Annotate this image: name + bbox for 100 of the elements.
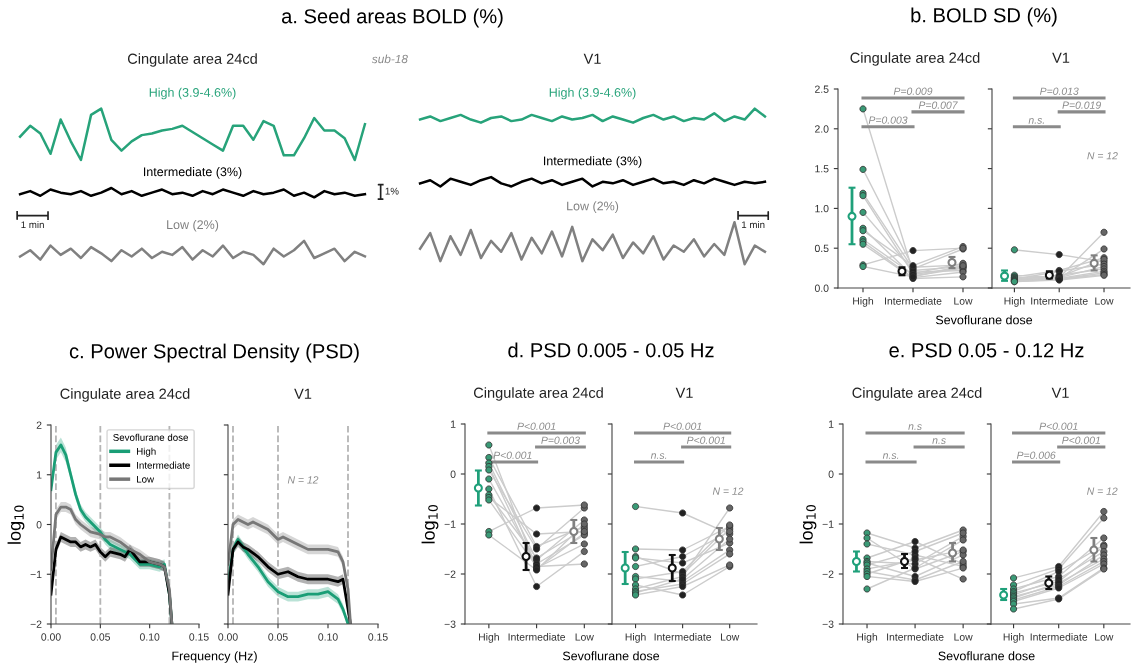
legend-label: Low bbox=[137, 475, 155, 483]
annotation: P<0.001 bbox=[517, 422, 556, 430]
annotation: P=0.003 bbox=[541, 436, 580, 444]
x-tick-label: Low bbox=[575, 633, 594, 641]
y-tick-label: 0.5 bbox=[814, 244, 829, 253]
annotation: P=0.013 bbox=[1039, 87, 1079, 95]
y-tick-label: −1 bbox=[822, 520, 834, 528]
annotation: n.s bbox=[908, 424, 922, 430]
legend-label: Intermediate bbox=[137, 461, 190, 469]
x-tick-label: Intermediate bbox=[885, 297, 942, 305]
annotation: N = 12 bbox=[1087, 152, 1118, 160]
series-label: Low (2%) bbox=[167, 219, 219, 232]
series-label: High (3.9-4.6%) bbox=[549, 87, 636, 100]
annotation: n.s bbox=[932, 438, 946, 444]
x-tick-label: Intermediate bbox=[508, 633, 566, 641]
x-tick-label: 0.15 bbox=[368, 633, 388, 641]
y-axis-title: log$_{10}$ bbox=[7, 505, 25, 544]
chart-title: e. PSD 0.05 - 0.12 Hz bbox=[889, 343, 1084, 358]
series-label: Low (2%) bbox=[567, 201, 619, 213]
chart-subtitle: Cingulate area 24cd bbox=[852, 387, 982, 401]
chart-subtitle: Cingulate area 24cd bbox=[473, 387, 603, 401]
y-tick-label: −3 bbox=[444, 620, 456, 628]
y-axis-title: log$_{10}$ bbox=[421, 504, 439, 544]
x-tick-label: High bbox=[1004, 297, 1025, 307]
chart-title: d. PSD 0.005 - 0.05 Hz bbox=[508, 342, 714, 358]
text: sub-18 bbox=[371, 54, 408, 64]
annotation: 1 min bbox=[21, 221, 44, 229]
annotation: P<0.001 bbox=[686, 436, 725, 444]
annotation: P=0.006 bbox=[1016, 451, 1056, 459]
x-tick-label: High bbox=[479, 633, 499, 643]
y-tick-label: −2 bbox=[444, 570, 456, 578]
chart-title: b. BOLD SD (%) bbox=[911, 7, 1057, 27]
chart-subtitle: V1 bbox=[1051, 387, 1069, 398]
annotation: 1 min bbox=[741, 221, 765, 229]
y-tick-label: 0.0 bbox=[814, 284, 829, 292]
y-tick-label: 1 bbox=[36, 471, 42, 479]
y-axis-title: log$_{10}$ bbox=[799, 504, 817, 544]
annotation: P=0.009 bbox=[893, 87, 933, 95]
x-tick-label: Low bbox=[954, 633, 973, 641]
annotation: N = 12 bbox=[287, 476, 319, 484]
annotation: N = 12 bbox=[712, 487, 744, 495]
chart-subtitle: V1 bbox=[675, 387, 693, 398]
text: High (3.9-4.6%) bbox=[149, 87, 236, 100]
legend-title: Sevoflurane dose bbox=[113, 433, 188, 441]
x-tick-label: Low bbox=[721, 633, 740, 641]
x-tick-label: 0.00 bbox=[41, 633, 61, 641]
x-tick-label: 0.15 bbox=[189, 633, 209, 641]
x-tick-label: Low bbox=[954, 297, 973, 305]
x-tick-label: High bbox=[625, 633, 646, 643]
chart-title: c. Power Spectral Density (PSD) bbox=[69, 343, 359, 363]
annotation: P=0.019 bbox=[1062, 101, 1101, 109]
x-tick-label: Intermediate bbox=[887, 633, 944, 641]
chart-subtitle: V1 bbox=[294, 388, 312, 399]
chart-subtitle: Cingulate area 24cd bbox=[850, 52, 980, 66]
x-axis-title: Sevoflurane dose bbox=[935, 315, 1033, 325]
y-tick-label: 1.5 bbox=[815, 165, 829, 173]
annotation: P=0.007 bbox=[918, 101, 958, 109]
y-tick-label: −1 bbox=[444, 520, 456, 528]
y-tick-label: −2 bbox=[30, 620, 42, 628]
x-tick-label: Intermediate bbox=[1031, 297, 1088, 305]
x-tick-label: High bbox=[1003, 633, 1024, 643]
annotation: n.s. bbox=[1028, 118, 1044, 124]
y-tick-label: 2.0 bbox=[815, 125, 829, 133]
x-axis-title: Sevoflurane dose bbox=[938, 651, 1035, 661]
x-tick-label: Intermediate bbox=[654, 633, 712, 641]
x-axis-title: Sevoflurane dose bbox=[562, 651, 660, 661]
x-tick-label: 0.10 bbox=[139, 633, 160, 641]
annotation: P<0.001 bbox=[1039, 422, 1078, 430]
annotation: n.s. bbox=[650, 453, 667, 459]
x-tick-label: Intermediate bbox=[1030, 633, 1088, 641]
annotation: n.s. bbox=[882, 453, 899, 459]
chart-subtitle: V1 bbox=[1052, 52, 1070, 63]
y-tick-label: 2 bbox=[36, 421, 42, 429]
text: 1% bbox=[385, 187, 399, 195]
y-tick-label: −1 bbox=[30, 570, 42, 579]
annotation: P<0.001 bbox=[663, 422, 702, 430]
x-tick-label: High bbox=[857, 633, 878, 643]
y-tick-label: −3 bbox=[822, 620, 834, 628]
y-tick-label: 0 bbox=[828, 470, 834, 478]
y-tick-label: 1 bbox=[828, 420, 834, 428]
y-tick-label: 1 bbox=[450, 420, 456, 428]
chart-title: a. Seed areas BOLD (%) bbox=[281, 8, 503, 28]
chart-subtitle: V1 bbox=[583, 53, 601, 64]
x-tick-label: Low bbox=[1095, 297, 1114, 305]
y-tick-label: 2.5 bbox=[815, 85, 829, 93]
y-tick-label: 0 bbox=[36, 521, 42, 529]
x-tick-label: 0.05 bbox=[268, 633, 288, 641]
x-tick-label: Low bbox=[1095, 633, 1114, 641]
x-tick-label: 0.10 bbox=[318, 633, 338, 641]
chart-subtitle: Cingulate area 24cd bbox=[60, 388, 190, 402]
chart-subtitle: Cingulate area 24cd bbox=[127, 53, 257, 67]
legend-label: High bbox=[137, 447, 156, 457]
series-label: Intermediate (3%) bbox=[543, 156, 642, 168]
y-tick-label: −2 bbox=[822, 570, 834, 578]
annotation: P<0.001 bbox=[1062, 436, 1100, 444]
x-axis-title: Frequency (Hz) bbox=[172, 651, 257, 663]
x-tick-label: High bbox=[853, 297, 874, 307]
series-label: Intermediate (3%) bbox=[143, 167, 242, 179]
annotation: P=0.003 bbox=[868, 116, 908, 124]
x-tick-label: 0.05 bbox=[90, 633, 111, 641]
